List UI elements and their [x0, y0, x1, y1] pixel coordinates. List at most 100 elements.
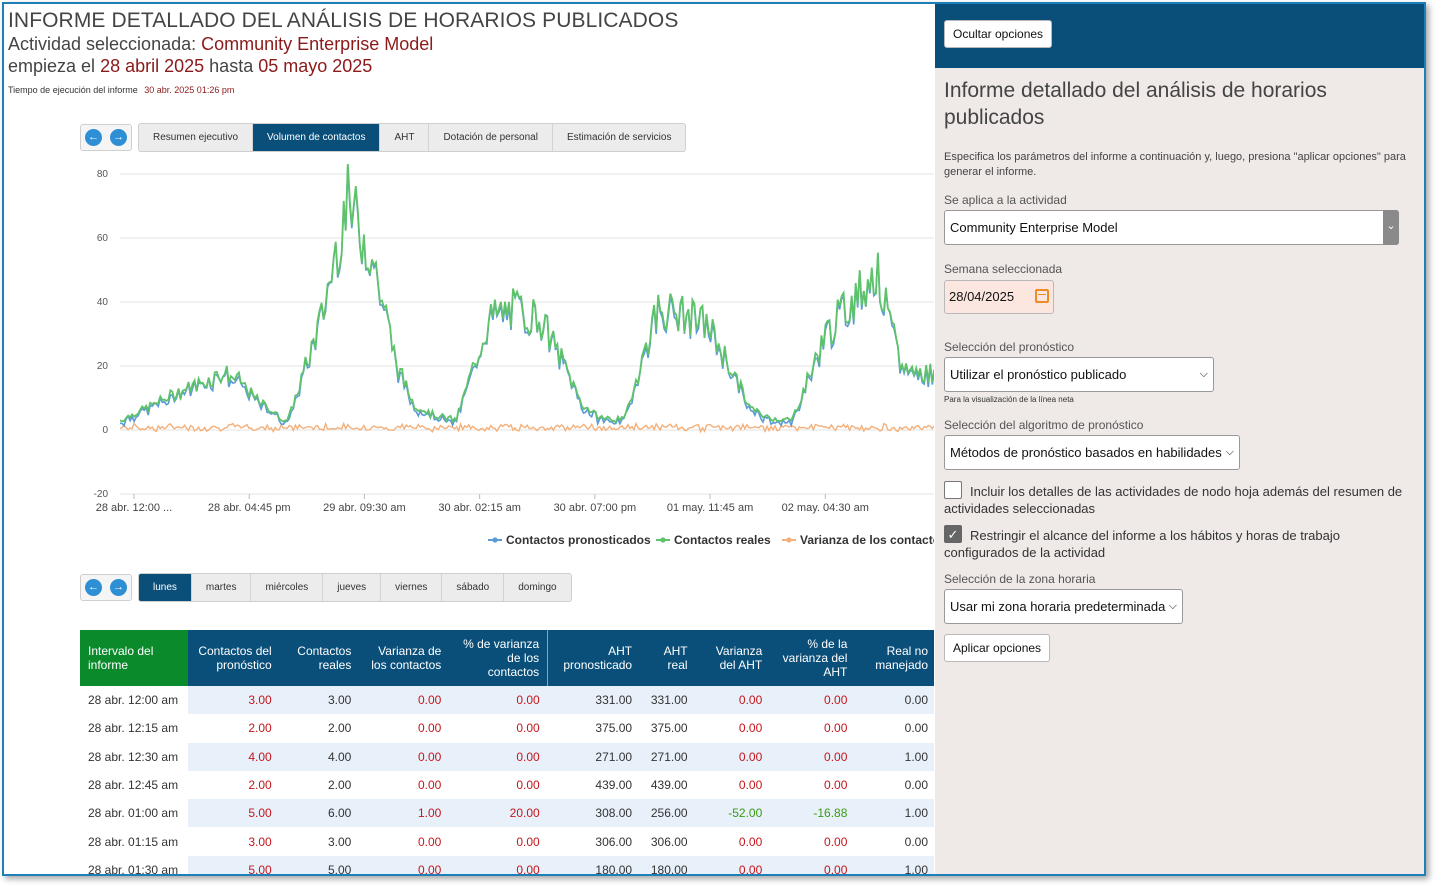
- table-cell: 0.00: [770, 742, 856, 771]
- contact-volume-chart: 80 60 40 20 0 -20 28 abr. 12:00 ... 28 abr. 04:…: [94, 164, 934, 547]
- week-date-value: 28/04/2025: [949, 289, 1015, 304]
- table-cell: 28 abr. 12:45 am: [80, 770, 188, 800]
- day-tab-nav: ← →: [80, 574, 132, 601]
- forecast-select[interactable]: Utilizar el pronóstico publicado ⌵: [944, 357, 1214, 392]
- table-cell: 0.00: [449, 742, 548, 771]
- column-header[interactable]: Real no manejado: [855, 630, 934, 686]
- restrict-checkbox[interactable]: ✓: [944, 525, 962, 543]
- table-cell: 375.00: [595, 721, 633, 736]
- runtime-value: 30 abr. 2025 01:26 pm: [144, 85, 235, 95]
- table-cell: 28 abr. 12:30 am: [80, 742, 188, 771]
- report-tabs: Resumen ejecutivo Volumen de contactos AHT…: [138, 123, 687, 152]
- report-tab-3[interactable]: Dotación de personal: [429, 124, 553, 151]
- legend-label: Contactos pronosticados: [506, 533, 651, 547]
- table-cell: 3.00: [279, 686, 360, 715]
- hide-options-button[interactable]: Ocultar opciones: [944, 20, 1053, 48]
- chevron-down-icon: ⌵: [1168, 600, 1177, 612]
- include-leaf-checkbox[interactable]: [944, 481, 962, 499]
- x-tick-label: 01 may. 11:45 am: [667, 502, 753, 514]
- table-cell: 4.00: [279, 742, 360, 771]
- day-tab-6[interactable]: domingo: [518, 582, 557, 593]
- date-range-line: empieza el 28 abril 2025 hasta 05 mayo 2…: [8, 56, 372, 77]
- report-tab-2[interactable]: AHT: [380, 124, 430, 151]
- y-tick-label: 0: [102, 425, 108, 436]
- column-header[interactable]: AHT real: [640, 630, 696, 686]
- series-line-contact-variance: [119, 421, 934, 434]
- table-cell: 20.00: [449, 799, 548, 828]
- table-cell: 28 abr. 01:15 am: [80, 827, 188, 856]
- y-tick-label: 60: [97, 233, 109, 244]
- table-cell: 256.00: [640, 799, 696, 828]
- report-tab-0[interactable]: Resumen ejecutivo: [139, 124, 254, 151]
- table-row: 28 abr. 12:45 am 2.00 2.00 0.00 0.00 439.00 43…: [80, 770, 934, 800]
- x-tick-label: 30 abr. 02:15 am: [438, 502, 521, 514]
- x-tick-label: 29 abr. 09:30 am: [323, 502, 406, 514]
- column-header[interactable]: Contactos del pronóstico: [188, 630, 280, 686]
- series-line-forecast-contacts: [120, 166, 934, 428]
- report-area: INFORME DETALLADO DEL ANÁLISIS DE HORARI…: [4, 4, 934, 874]
- table-cell: 0.00: [855, 686, 934, 715]
- report-tab-4[interactable]: Estimación de servicios: [566, 132, 672, 143]
- column-header[interactable]: Contactos reales: [279, 630, 360, 686]
- table-cell: 0.00: [359, 686, 450, 715]
- report-tab-1[interactable]: Volumen de contactos: [253, 124, 381, 151]
- activity-select[interactable]: Community Enterprise Model ⌄: [944, 210, 1399, 245]
- arrow-right-icon[interactable]: →: [110, 579, 127, 596]
- day-tab-0[interactable]: lunes: [139, 574, 192, 601]
- table-cell: 1.00: [855, 855, 934, 874]
- activity-prefix: Actividad seleccionada:: [8, 34, 197, 54]
- column-header[interactable]: Intervalo del informe: [80, 630, 188, 686]
- table-cell: 331.00: [640, 686, 696, 715]
- include-leaf-label: Incluir los detalles de las actividades …: [944, 484, 1403, 516]
- day-tab-4[interactable]: viernes: [381, 574, 443, 601]
- legend-marker: [786, 537, 792, 543]
- table-cell: 1.00: [855, 742, 934, 771]
- legend-label: Contactos reales: [674, 533, 771, 547]
- table-cell: 0.00: [516, 721, 540, 736]
- panel-description: Especifica los parámetros del informe a …: [944, 151, 1406, 178]
- y-tick-label: 20: [97, 361, 109, 372]
- algorithm-label: Selección del algoritmo de pronóstico: [944, 418, 1144, 432]
- table-cell: 439.00: [595, 778, 633, 793]
- arrow-right-icon[interactable]: →: [110, 129, 127, 146]
- table-cell: 0.00: [738, 778, 763, 793]
- day-tab-1[interactable]: martes: [192, 574, 252, 601]
- chevron-down-icon[interactable]: ⌄: [1383, 210, 1399, 245]
- apply-options-button[interactable]: Aplicar opciones: [944, 634, 1051, 662]
- timezone-select-value: Usar mi zona horaria predeterminada: [950, 599, 1166, 614]
- arrow-left-icon[interactable]: ←: [85, 579, 102, 596]
- column-header[interactable]: Varianza de los contactos: [359, 630, 450, 686]
- calendar-icon[interactable]: [1035, 289, 1049, 303]
- forecast-label: Selección del pronóstico: [944, 340, 1075, 354]
- table-cell: 5.00: [188, 799, 280, 828]
- column-header[interactable]: % de la varianza del AHT: [770, 630, 856, 686]
- table-cell: 0.00: [695, 855, 771, 874]
- timezone-select[interactable]: Usar mi zona horaria predeterminada ⌵: [944, 589, 1183, 624]
- table-cell: 331.00: [547, 686, 641, 715]
- day-tab-3[interactable]: jueves: [323, 574, 382, 601]
- table-cell: 2.00: [248, 721, 272, 736]
- column-header[interactable]: % de varianza de los contactos: [449, 630, 548, 686]
- table-cell: -16.88: [770, 799, 856, 828]
- table-cell: 308.00: [547, 799, 641, 828]
- day-tab-5[interactable]: sábado: [442, 574, 505, 601]
- table-cell: 2.00: [327, 778, 352, 793]
- day-tab-2[interactable]: miércoles: [251, 574, 324, 601]
- timezone-label: Selección de la zona horaria: [944, 572, 1096, 586]
- table-cell: 180.00: [547, 855, 641, 874]
- algorithm-select[interactable]: Métodos de pronóstico basados en habilid…: [944, 435, 1240, 470]
- table-cell: 4.00: [188, 742, 280, 771]
- table-cell: 0.00: [824, 778, 848, 793]
- y-tick-label: 40: [97, 297, 109, 308]
- column-header[interactable]: AHT pronosticado: [547, 630, 641, 686]
- table-cell: 28 abr. 12:00 am: [80, 686, 188, 715]
- table-cell: 28 abr. 12:15 am: [80, 714, 188, 743]
- y-tick-label: 80: [97, 169, 109, 180]
- table-cell: 0.00: [770, 855, 856, 874]
- table-cell: 0.00: [904, 778, 928, 793]
- column-header[interactable]: Varianza del AHT: [695, 630, 771, 686]
- panel-title: Informe detallado del análisis de horari…: [944, 79, 1327, 129]
- report-tab-nav: ← →: [80, 124, 132, 151]
- arrow-left-icon[interactable]: ←: [85, 129, 102, 146]
- week-date-input[interactable]: 28/04/2025: [944, 280, 1054, 314]
